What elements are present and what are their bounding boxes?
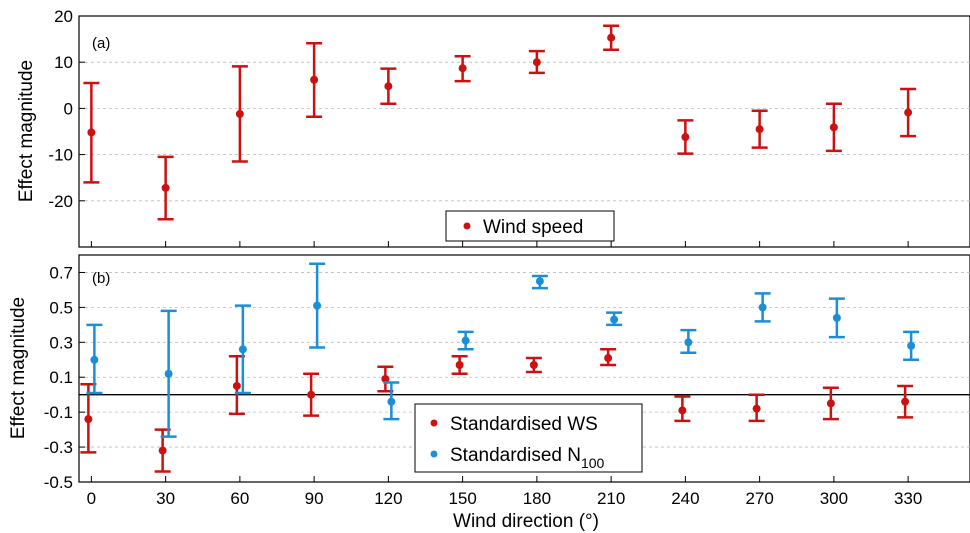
panel-b: -0.5 -0.3 -0.1 0.1 0.3 0.5 0.7 0 30 60 90 120 150 18… [8, 254, 970, 532]
x-tick-label: 240 [671, 489, 699, 508]
legend-marker-wind-speed [463, 222, 471, 230]
y-tick-label: 10 [54, 53, 73, 72]
data-point [535, 277, 544, 286]
y-tick-label: 20 [54, 7, 73, 26]
x-tick-label: 210 [597, 489, 625, 508]
data-point [684, 338, 693, 347]
panel-a-legend: Wind speed [445, 210, 615, 242]
legend-marker-standardised-n100 [430, 450, 438, 458]
x-tick-label: 180 [523, 489, 551, 508]
panel-b-legend: Standardised WS Standardised N100 [414, 403, 643, 473]
data-point [755, 125, 764, 134]
legend-label-standardised-n100: Standardised N100 [450, 445, 605, 471]
y-tick-label: 0 [64, 99, 73, 118]
data-point [387, 397, 396, 406]
panel-a-x-tickmarks [90, 241, 909, 247]
data-point [832, 313, 841, 322]
panel-a-label: (a) [92, 35, 110, 52]
legend-label-standardised-ws: Standardised WS [450, 414, 598, 435]
data-point [238, 345, 247, 354]
data-point [455, 361, 464, 370]
series-wind-speed [83, 24, 917, 221]
data-point [901, 397, 910, 406]
data-point [307, 390, 316, 399]
legend-n100-subscript: 100 [581, 455, 605, 471]
data-point [232, 381, 241, 390]
data-point [610, 315, 619, 324]
x-tick-label: 270 [745, 489, 773, 508]
y-tick-label: -0.1 [44, 403, 73, 422]
panel-a-grid [79, 61, 970, 202]
data-point [313, 301, 322, 310]
data-point [161, 183, 170, 192]
y-tick-label: -0.3 [44, 438, 73, 457]
series-standardised-n [86, 262, 920, 438]
data-point [758, 303, 767, 312]
data-point [90, 355, 99, 364]
x-tick-label: 0 [87, 489, 96, 508]
x-tick-label: 90 [305, 489, 324, 508]
panel-a-frame [78, 15, 970, 248]
x-tick-label: 30 [156, 489, 175, 508]
panel-b-x-ticks: 0 30 60 90 120 150 180 210 240 270 300 330 [87, 476, 922, 508]
legend-marker-standardised-ws [430, 419, 438, 427]
x-tick-label: 60 [230, 489, 249, 508]
data-point [310, 75, 319, 84]
y-tick-label: 0.7 [49, 263, 73, 282]
data-point [87, 128, 96, 137]
data-point [607, 33, 616, 42]
y-tick-label: -0.5 [44, 473, 73, 492]
panel-b-series [80, 262, 920, 473]
data-point [681, 133, 690, 142]
x-tick-label: 120 [374, 489, 402, 508]
x-tick-label: 330 [894, 489, 922, 508]
y-tick-label: 0.5 [49, 298, 73, 317]
data-point [158, 446, 167, 455]
panel-a: -20 -10 0 10 20 (a) Effect magnitude Wind sp… [16, 7, 970, 248]
data-point [458, 64, 467, 73]
panel-a-series [83, 24, 917, 221]
data-point [384, 82, 393, 91]
x-tick-label: 300 [820, 489, 848, 508]
data-point [381, 374, 390, 383]
data-point [235, 109, 244, 118]
data-point [529, 361, 538, 370]
panel-a-y-axis-label: Effect magnitude [16, 60, 37, 202]
panel-b-y-ticks: -0.5 -0.3 -0.1 0.1 0.3 0.5 0.7 [44, 263, 85, 492]
data-point [678, 406, 687, 415]
y-tick-label: 0.3 [49, 333, 73, 352]
panel-b-y-axis-label: Effect magnitude [8, 297, 29, 439]
y-tick-label: 0.1 [49, 368, 73, 387]
data-point [829, 123, 838, 132]
panel-b-frame [78, 254, 970, 483]
x-tick-label: 150 [448, 489, 476, 508]
data-point [604, 354, 613, 363]
y-tick-label: -10 [48, 146, 73, 165]
data-point [826, 399, 835, 408]
panel-a-y-ticks: -20 -10 0 10 20 [48, 7, 85, 211]
y-tick-label: -20 [48, 192, 73, 211]
panel-a-legend-box [445, 210, 615, 242]
data-point [461, 336, 470, 345]
x-axis-label: Wind direction (°) [453, 511, 599, 532]
panel-b-legend-box [414, 403, 643, 473]
legend-n100-main: Standardised N [450, 445, 581, 466]
legend-label-wind-speed: Wind speed [483, 217, 583, 238]
data-point [904, 108, 913, 117]
panel-b-label: (b) [92, 270, 110, 287]
data-point [752, 404, 761, 413]
data-point [907, 341, 916, 350]
data-point [532, 58, 541, 67]
data-point [84, 415, 93, 424]
data-point [164, 369, 173, 378]
